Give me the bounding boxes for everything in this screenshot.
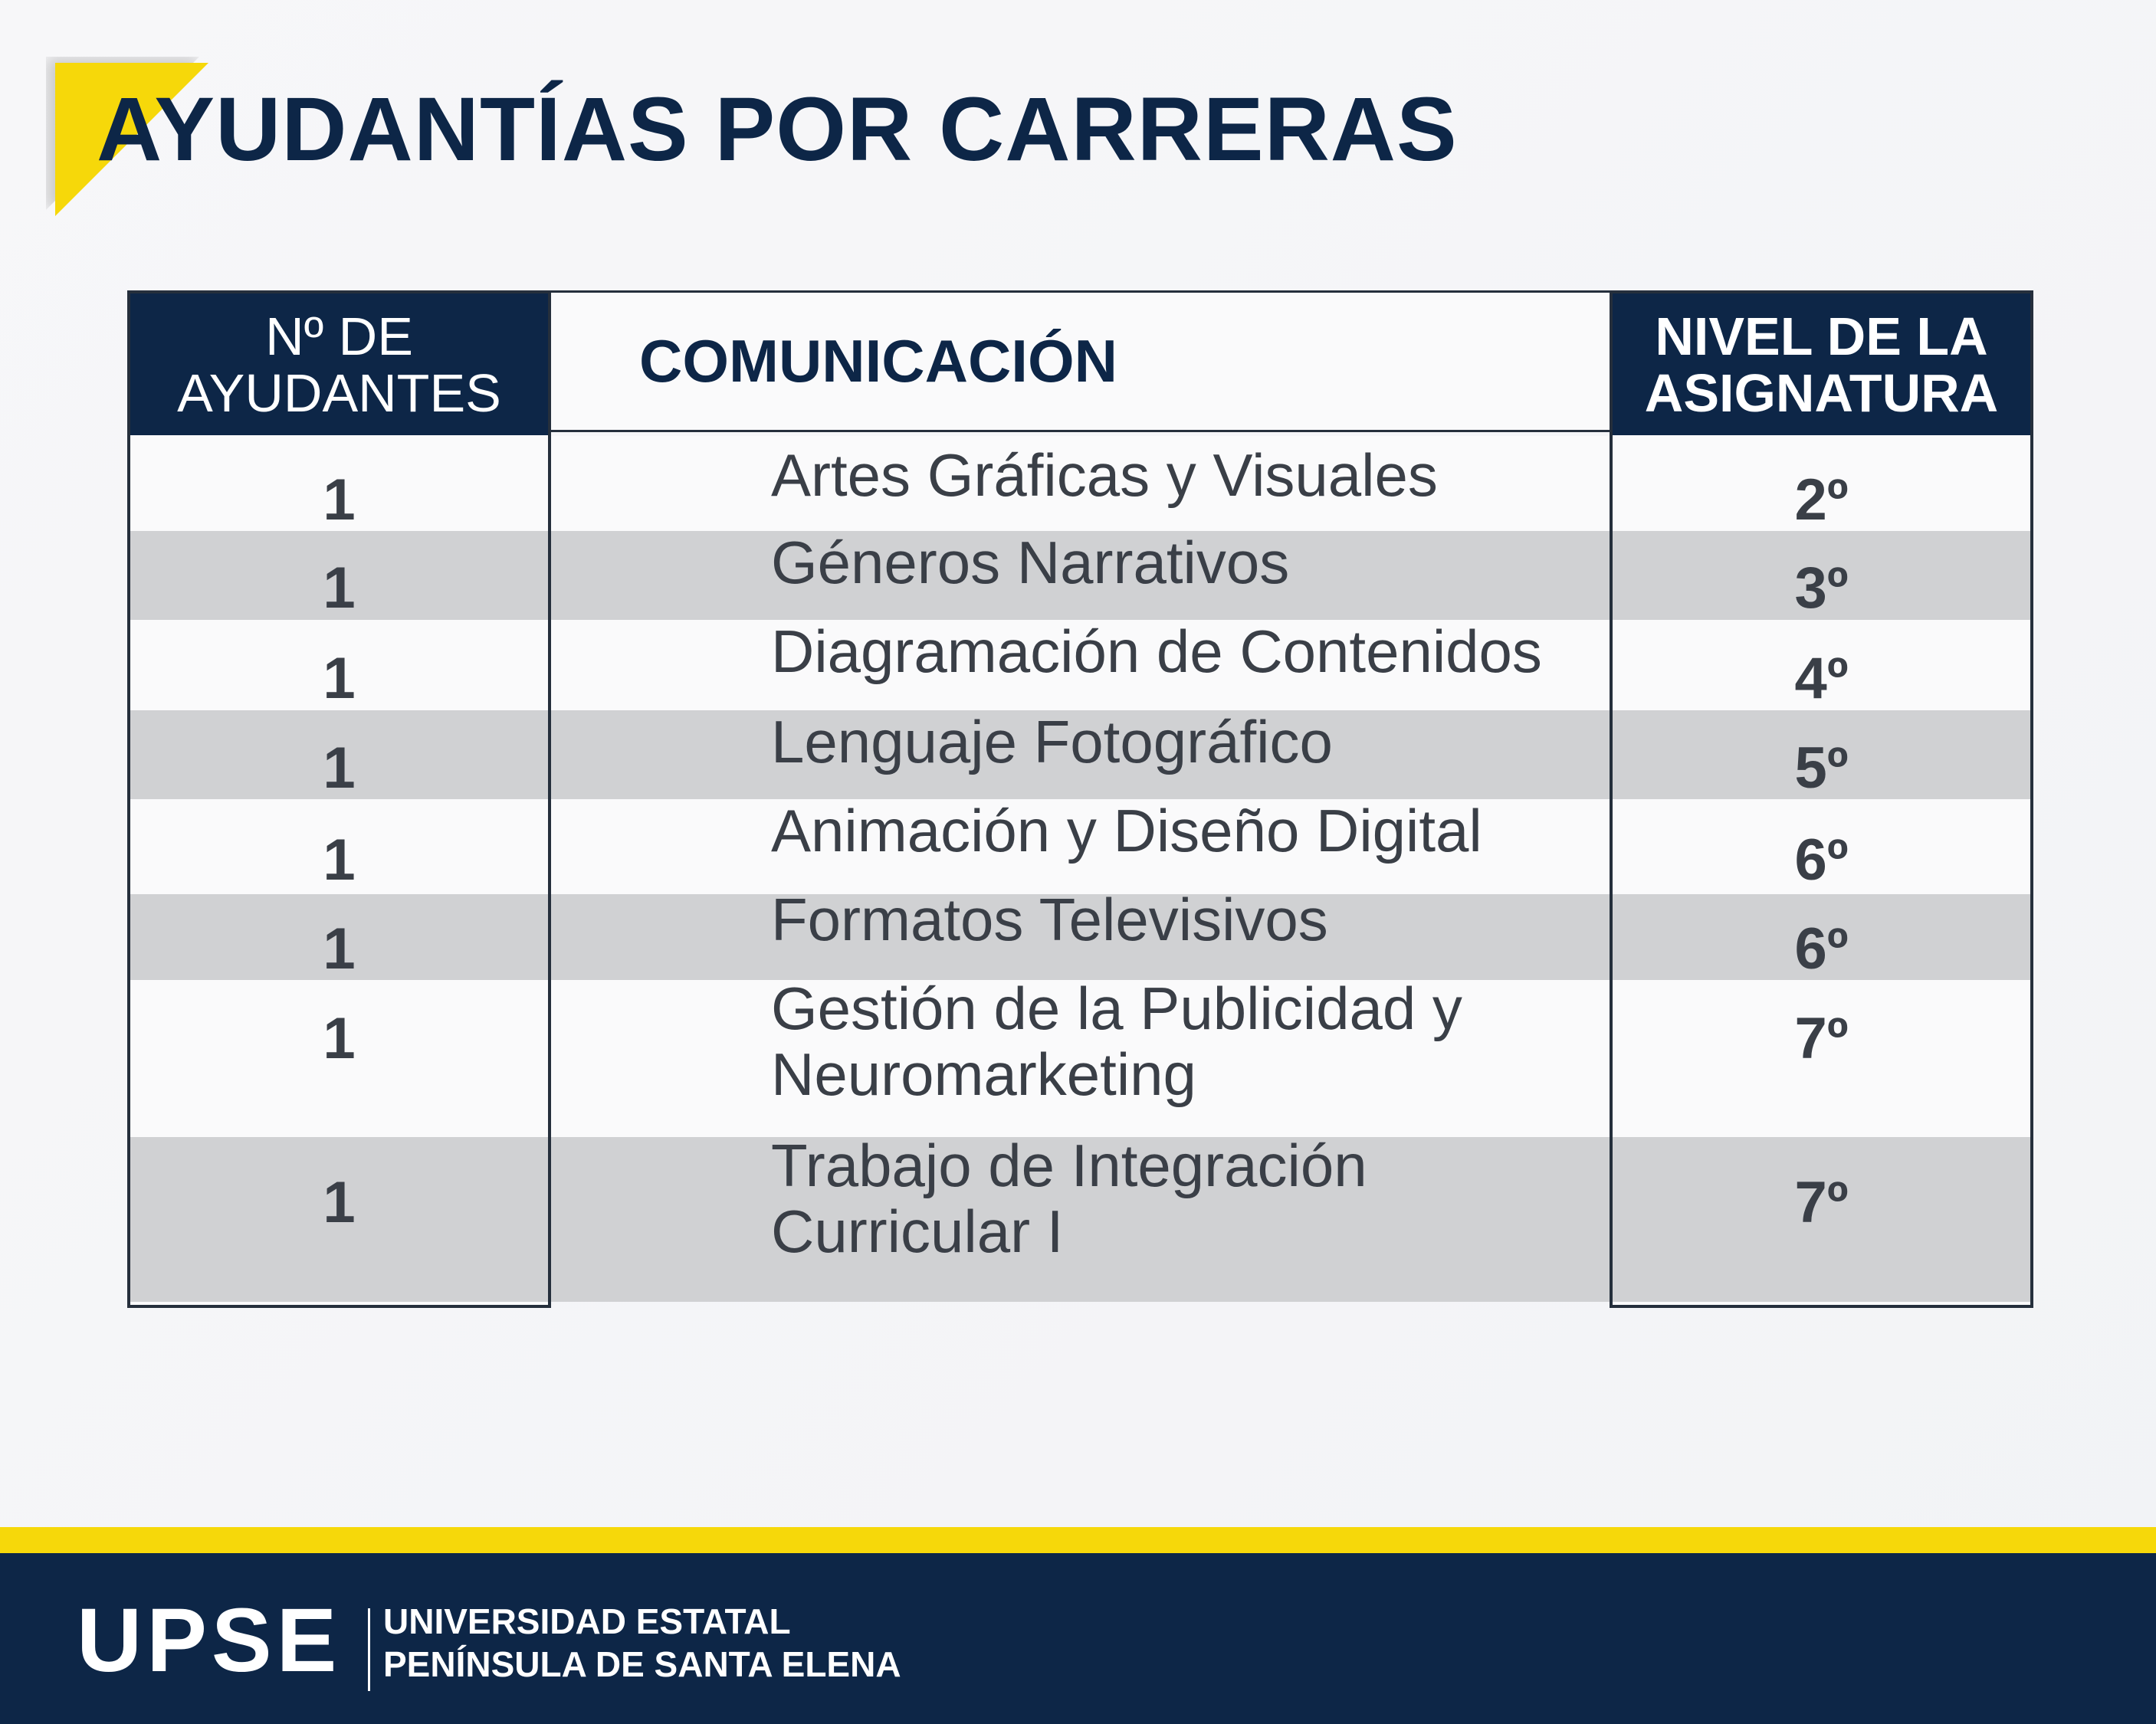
assistants-header-line1: Nº DE: [265, 306, 413, 366]
subject-line: Lenguaje Fotográfico: [771, 708, 1333, 775]
logo-divider: [368, 1608, 370, 1691]
subject-line: Formatos Televisivos: [771, 886, 1328, 953]
subject-level: 4º: [1794, 646, 1849, 711]
subject-level: 5º: [1794, 736, 1849, 801]
assistant-count: 1: [323, 828, 356, 893]
table-row: 1: [130, 436, 548, 533]
subject-level: 6º: [1794, 916, 1849, 982]
table-row: 1: [130, 710, 548, 801]
assistant-count: 1: [323, 467, 356, 533]
subject-level: 3º: [1794, 556, 1849, 621]
subject-level: 6º: [1794, 828, 1849, 893]
subject-level: 7º: [1794, 1170, 1849, 1235]
subject-line: Artes Gráficas y Visuales: [771, 441, 1438, 509]
table-row: Diagramación de Contenidos: [551, 618, 1610, 710]
subjects-column: COMUNICACIÓN Artes Gráficas y Visuales Gé…: [551, 290, 1610, 1308]
table-row: 6º: [1613, 894, 2030, 982]
subject-name: Diagramación de Contenidos: [771, 618, 1606, 684]
university-name-line2: PENÍNSULA DE SANTA ELENA: [383, 1644, 901, 1684]
subject-name: Artes Gráficas y Visuales: [771, 442, 1606, 508]
subject-name: Gestión de la Publicidad y Neuromarketing: [771, 975, 1606, 1107]
subject-name: Géneros Narrativos: [771, 529, 1606, 595]
university-name-line1: UNIVERSIDAD ESTATAL: [383, 1601, 791, 1641]
subject-line: Diagramación de Contenidos: [771, 618, 1542, 685]
table-row: Lenguaje Fotográfico: [551, 709, 1610, 799]
level-column: NIVEL DE LA ASIGNATURA 2º 3º 4º 5º 6º 6º 7º 7º: [1610, 290, 2033, 1308]
subject-name: Trabajo de Integración Curricular I: [771, 1132, 1606, 1264]
assistant-count: 1: [323, 556, 356, 621]
level-header-line1: NIVEL DE LA: [1655, 306, 1988, 366]
subject-name: Animación y Diseño Digital: [771, 798, 1606, 864]
level-header-line2: ASIGNATURA: [1644, 362, 1999, 423]
footer-accent-line: [0, 1527, 2156, 1553]
table-row: 1: [130, 799, 548, 894]
table-row: 1: [130, 531, 548, 621]
table-row: 5º: [1613, 710, 2030, 801]
subject-name: Lenguaje Fotográfico: [771, 709, 1606, 775]
table-row: 1: [130, 894, 548, 982]
table-row: 3º: [1613, 531, 2030, 621]
table-row: 1: [130, 1137, 548, 1302]
subject-name: Formatos Televisivos: [771, 887, 1606, 952]
assistant-count: 1: [323, 916, 356, 982]
level-header: NIVEL DE LA ASIGNATURA: [1613, 293, 2030, 435]
assistant-count: 1: [323, 646, 356, 711]
table-row: 1: [130, 620, 548, 711]
table-row: 2º: [1613, 436, 2030, 533]
assistant-count: 1: [323, 736, 356, 801]
upse-logo: UPSE: [77, 1590, 342, 1691]
table-row: Trabajo de Integración Curricular I: [551, 1132, 1610, 1302]
assistant-count: 1: [323, 1170, 356, 1235]
subject-line: Neuromarketing: [771, 1041, 1196, 1108]
subject-line: Curricular I: [771, 1198, 1064, 1265]
table-row: 4º: [1613, 620, 2030, 711]
assistants-column: Nº DE AYUDANTES 1 1 1 1 1 1 1 1: [127, 290, 551, 1308]
subject-level: 7º: [1794, 1006, 1849, 1071]
assistant-count: 1: [323, 1006, 356, 1071]
table-row: Gestión de la Publicidad y Neuromarketing: [551, 975, 1610, 1137]
table-row: 7º: [1613, 980, 2030, 1137]
footer: UPSE UNIVERSIDAD ESTATAL PENÍNSULA DE SA…: [0, 1553, 2156, 1724]
page-title: AYUDANTÍAS POR CARRERAS: [97, 79, 1458, 180]
table-row: Artes Gráficas y Visuales: [551, 436, 1610, 531]
subject-line: Animación y Diseño Digital: [771, 797, 1482, 864]
table-row: 7º: [1613, 1137, 2030, 1302]
table-row: 6º: [1613, 799, 2030, 894]
assistantships-table: Nº DE AYUDANTES 1 1 1 1 1 1 1 1 COMUNICACIÓN Ar…: [127, 290, 2036, 1308]
table-row: Géneros Narrativos: [551, 529, 1610, 620]
subject-line: Gestión de la Publicidad y: [771, 975, 1462, 1042]
assistants-header-line2: AYUDANTES: [177, 362, 501, 423]
subject-level: 2º: [1794, 467, 1849, 533]
subject-line: Trabajo de Integración: [771, 1132, 1367, 1199]
career-header: COMUNICACIÓN: [551, 290, 1610, 432]
assistants-header: Nº DE AYUDANTES: [130, 293, 548, 435]
table-row: Formatos Televisivos: [551, 887, 1610, 980]
table-row: Animación y Diseño Digital: [551, 798, 1610, 894]
subject-line: Géneros Narrativos: [771, 529, 1290, 596]
table-row: 1: [130, 980, 548, 1137]
